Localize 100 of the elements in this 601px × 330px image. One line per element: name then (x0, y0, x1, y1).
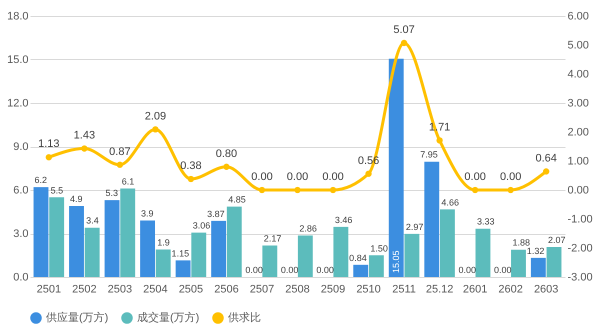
bar (140, 220, 156, 277)
x-tick-label: 2507 (250, 284, 274, 296)
x-tick-label: 2602 (498, 284, 523, 296)
data-label: 4.66 (441, 197, 459, 208)
data-label: 2.17 (264, 234, 282, 244)
data-label: 0.87 (109, 146, 131, 158)
x-tick-label: 2601 (462, 284, 488, 296)
point (223, 164, 230, 170)
data-label: 3.33 (476, 216, 494, 227)
point (400, 40, 408, 46)
bar (69, 206, 84, 277)
bar (226, 206, 242, 277)
data-label: 0.00 (464, 171, 486, 183)
x-tick-label: 2510 (356, 284, 381, 296)
y2-tick-label: -3.00 (568, 272, 593, 284)
x-tick-label: 2508 (285, 284, 310, 296)
data-label: 3.06 (192, 220, 210, 231)
point (472, 186, 478, 194)
x-tick-label: 2505 (178, 284, 204, 296)
y2-tick-label: 3.00 (568, 98, 589, 110)
bar (546, 246, 562, 277)
bar (34, 187, 48, 277)
point (188, 176, 194, 182)
y2-tick-label: 0.00 (568, 184, 589, 196)
bar (298, 236, 313, 277)
y2-tick-label: 6.00 (568, 10, 589, 22)
data-label: 0.38 (180, 160, 202, 172)
y2-tick-label: 2.00 (568, 126, 589, 138)
x-tick-label: 2501 (36, 284, 62, 296)
point (543, 168, 550, 175)
data-label: 3.87 (207, 208, 225, 219)
bar (104, 200, 120, 277)
y2-tick-label: 4.00 (568, 68, 589, 80)
bar (191, 232, 206, 277)
bar (49, 197, 64, 277)
y-tick-label: 3.0 (13, 228, 28, 240)
data-label: 4.85 (228, 194, 246, 205)
bar (262, 246, 278, 277)
bar (211, 220, 226, 277)
x-tick-label: 25.12 (426, 284, 454, 296)
data-label: 6.1 (122, 176, 134, 187)
legend-label: 供应量(万方) (46, 311, 108, 324)
data-label: 1.50 (370, 243, 388, 254)
data-label: 0.00 (322, 171, 344, 183)
data-label: 0.00 (500, 171, 522, 183)
data-label: 0.64 (535, 152, 557, 164)
x-tick-label: 2502 (72, 284, 97, 296)
x-tick-label: 2603 (534, 284, 558, 296)
y2-tick-label: -1.00 (568, 214, 593, 226)
data-label: 5.3 (106, 188, 118, 198)
data-label: 4.9 (70, 194, 83, 204)
y2-tick-label: -2.00 (568, 242, 593, 254)
data-label: 0.00 (251, 171, 273, 183)
point (81, 145, 88, 152)
data-label: 1.15 (172, 248, 190, 258)
y-tick-label: 12.0 (7, 98, 28, 110)
data-label: 7.95 (420, 150, 438, 160)
x-tick-label: 2511 (392, 284, 416, 296)
data-label: 3.46 (334, 214, 352, 225)
bar (530, 258, 546, 277)
data-label: 3.4 (86, 216, 99, 226)
data-label: 1.88 (512, 238, 530, 248)
bar (388, 58, 404, 277)
data-label: 0.00 (316, 265, 334, 275)
point (116, 162, 124, 168)
data-label: 2.09 (144, 110, 166, 122)
data-label: 1.32 (526, 246, 544, 256)
point (436, 137, 443, 144)
bar (156, 249, 171, 277)
point (294, 186, 301, 194)
point (507, 186, 514, 194)
data-label: 15.05 (391, 250, 402, 273)
data-label: 0.80 (216, 148, 238, 160)
bar (368, 255, 384, 277)
bar (511, 250, 526, 277)
y-tick-label: 6.0 (13, 184, 28, 196)
data-label: 1.43 (74, 130, 96, 142)
bar (84, 228, 100, 277)
data-label: 0.00 (245, 265, 263, 275)
data-label: 5.5 (50, 185, 64, 196)
bar (333, 226, 348, 277)
data-label: 6.2 (34, 175, 47, 186)
y-tick-label: 18.0 (7, 10, 28, 22)
bar (176, 260, 191, 277)
data-label: 0.00 (286, 171, 308, 183)
bar (120, 188, 136, 277)
bar (476, 228, 490, 277)
bar (404, 234, 420, 277)
point (46, 154, 52, 160)
data-label: 2.07 (548, 234, 566, 245)
x-tick-label: 2503 (108, 284, 132, 296)
data-label: 2.97 (406, 222, 424, 232)
point (365, 170, 372, 177)
y-tick-label: 15.0 (7, 54, 28, 66)
x-tick-label: 2506 (214, 284, 239, 296)
legend-label: 成交量(万方) (137, 311, 200, 324)
x-tick-label: 2504 (143, 284, 168, 296)
bar (353, 264, 368, 277)
bar (424, 162, 440, 277)
legend-label: 供求比 (228, 311, 261, 324)
